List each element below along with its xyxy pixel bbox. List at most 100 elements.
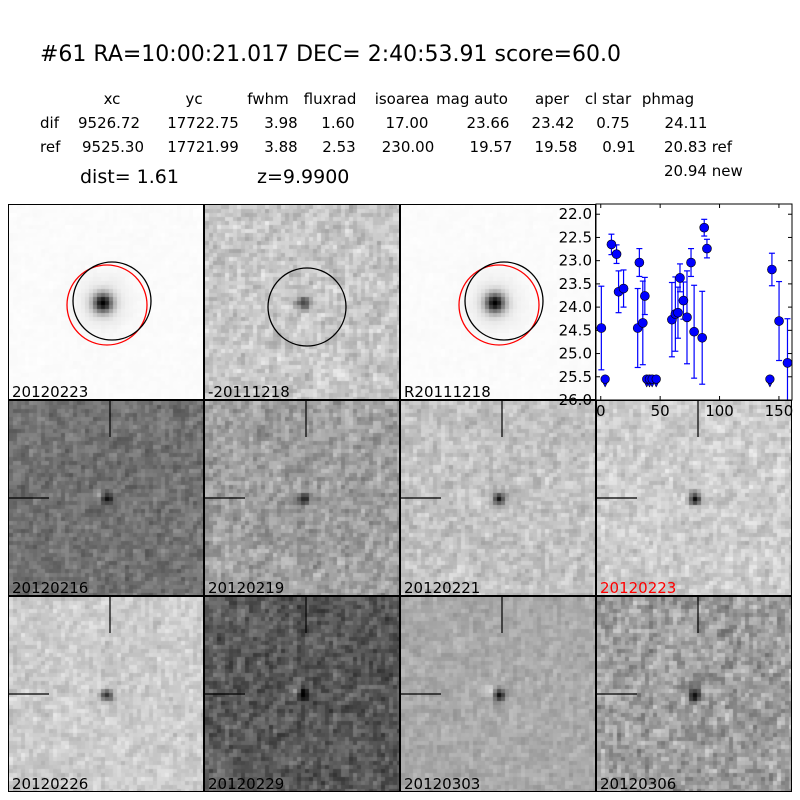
header-yc: yc <box>185 90 203 108</box>
y-tick-label: 22.5 <box>559 228 592 246</box>
header-cl-star: cl star <box>584 90 632 108</box>
data-point <box>702 243 712 254</box>
y-tick-label: 24.5 <box>559 321 592 339</box>
data-point <box>638 318 648 328</box>
dif-phmag: 24.11 <box>664 114 708 132</box>
y-tick-label: 24.0 <box>559 298 592 316</box>
data-point <box>634 257 645 268</box>
dif-fluxrad: 1.60 <box>321 114 355 132</box>
x-tick-label: 50 <box>651 402 670 420</box>
ref-fwhm: 3.88 <box>264 138 298 156</box>
header-isoarea: isoarea <box>374 90 430 108</box>
cutout-date-label: 20120303 <box>404 775 481 792</box>
ref-cl-star: 0.91 <box>602 138 636 156</box>
aperture-circle <box>72 261 152 341</box>
cutout-date-label: 20120216 <box>12 579 89 596</box>
data-point <box>699 222 710 233</box>
cutout-pixels <box>401 205 595 399</box>
cutout-image: 20120223 <box>8 204 204 400</box>
data-point <box>697 332 707 343</box>
cutout-image: 20120229 <box>204 596 400 792</box>
data-point <box>596 323 607 333</box>
cutout-pixels <box>205 205 399 399</box>
data-point <box>673 307 683 318</box>
dif-xc: 9526.72 <box>77 114 141 132</box>
cutout-date-label: R20111218 <box>404 383 491 400</box>
header-mag-auto: mag auto <box>436 90 508 108</box>
ref-mag-auto: 19.57 <box>469 138 513 156</box>
upper-limit-point <box>765 374 775 384</box>
upper-limit-point <box>600 374 610 384</box>
dif-mag-auto: 23.66 <box>466 114 510 132</box>
data-point <box>606 239 617 250</box>
y-tick-label: 23.0 <box>559 252 592 270</box>
header-fwhm: fwhm <box>247 90 289 108</box>
cutout-date-label: 20120226 <box>12 775 89 792</box>
data-point <box>640 291 650 301</box>
z-value: z=9.9900 <box>257 166 350 188</box>
ref-phmag: 20.83 ref <box>664 138 733 156</box>
cutout-image: -20111218 <box>204 204 400 400</box>
ref-aperture-circle <box>458 264 540 346</box>
data-point <box>689 326 699 337</box>
ref-yc: 17721.99 <box>167 138 239 156</box>
y-tick-label: 23.5 <box>559 275 592 293</box>
cutout-date-label: 20120229 <box>208 775 285 792</box>
cutout-date-label: 20120223 <box>12 383 89 400</box>
x-tick-label: 150 <box>765 402 794 420</box>
data-point <box>675 273 685 283</box>
ref-aperture-circle <box>66 264 148 346</box>
row-label-ref: ref <box>40 138 61 156</box>
data-point <box>611 249 622 259</box>
cutout-pixels <box>9 205 203 399</box>
cutout-image: R20111218 <box>400 204 596 400</box>
header-phmag: phmag <box>641 90 695 108</box>
cutout-date-label: 20120306 <box>600 775 677 792</box>
plot-frame <box>595 203 793 401</box>
aperture-circle <box>267 267 347 347</box>
new-phmag: 20.94 new <box>664 162 743 180</box>
dif-yc: 17722.75 <box>167 114 239 132</box>
ref-fluxrad: 2.53 <box>322 138 356 156</box>
ref-isoarea: 230.00 <box>381 138 435 156</box>
ref-aper: 19.58 <box>534 138 578 156</box>
cutout-image: 20120303 <box>400 596 596 792</box>
y-tick-label: 22.0 <box>559 205 592 223</box>
y-tick-label: 25.0 <box>559 345 592 363</box>
data-point <box>682 312 692 323</box>
dist-value: dist= 1.61 <box>80 166 179 188</box>
header-fluxrad: fluxrad <box>303 90 357 108</box>
dif-isoarea: 17.00 <box>385 114 429 132</box>
data-point <box>618 283 629 294</box>
header-aper: aper <box>534 90 570 108</box>
aperture-circle <box>464 261 544 341</box>
x-tick-label: 100 <box>705 402 734 420</box>
cutout-image: 20120219 <box>204 400 400 596</box>
data-point <box>767 264 777 275</box>
light-curve-plot: 22.0 22.5 23.0 23.5 24.0 24.5 25.0 25.5 26.00 50 1… <box>559 203 793 420</box>
upper-limit-point <box>651 374 661 384</box>
figure-title: #61 RA=10:00:21.017 DEC= 2:40:53.91 scor… <box>40 42 622 67</box>
dif-aper: 23.42 <box>531 114 575 132</box>
dif-fwhm: 3.98 <box>264 114 298 132</box>
cutout-date-label: 20120223 <box>600 579 677 596</box>
cutout-image: 20120306 <box>596 596 792 792</box>
cutout-date-label: 20120221 <box>404 579 481 596</box>
data-point <box>678 295 689 306</box>
y-tick-label: 25.5 <box>559 368 592 386</box>
cutout-image: 20120221 <box>400 400 596 596</box>
data-point <box>686 257 696 268</box>
dif-cl-star: 0.75 <box>596 114 630 132</box>
cutout-image: 20120226 <box>8 596 204 792</box>
ref-xc: 9525.30 <box>81 138 145 156</box>
header-xc: xc <box>103 90 121 108</box>
cutout-image: 20120223 <box>596 400 792 596</box>
data-point <box>782 358 793 368</box>
row-label-dif: dif <box>40 114 59 132</box>
data-point <box>774 316 784 326</box>
y-tick-label: 26.0 <box>559 391 592 409</box>
x-tick-label: 0 <box>596 402 606 420</box>
cutout-image: 20120216 <box>8 400 204 596</box>
cutout-date-label: -20111218 <box>208 383 290 400</box>
